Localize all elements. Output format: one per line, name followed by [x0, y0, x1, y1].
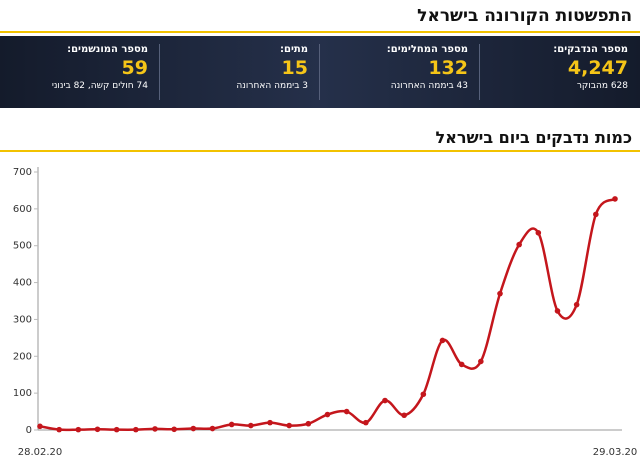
y-tick-label: 300: [13, 314, 32, 325]
stat-label: מספר המונשמים:: [67, 44, 148, 55]
point: [573, 301, 580, 308]
line: [39, 197, 616, 432]
divider: [0, 150, 640, 152]
stats-panel: מספר הנדבקים: 4,247 628 מהבוקר מספר המחלימי…: [0, 36, 640, 108]
stat-card: מתים: 15 3 ביממה האחרונה: [160, 36, 320, 108]
point: [209, 425, 216, 432]
stat-card: מספר המחלימים: 132 43 ביממה האחרונה: [320, 36, 480, 108]
stat-value: 15: [281, 57, 308, 79]
point: [401, 412, 407, 419]
point: [612, 196, 618, 202]
point: [113, 426, 120, 433]
point: [75, 426, 82, 433]
point: [152, 426, 158, 432]
point: [286, 422, 292, 429]
chart: 0 100 200 300 400 500 600 700 28.02.20 29.03.20: [13, 167, 638, 458]
point: [267, 419, 273, 426]
stat-note: 628 מהבוקר: [576, 81, 628, 91]
point: [190, 425, 197, 432]
point: [363, 419, 369, 426]
x-tick-label: 28.02.20: [18, 447, 63, 458]
point: [37, 423, 43, 430]
point: [593, 211, 599, 218]
point: [382, 397, 388, 404]
stat-note: 74 חולים קשה, 82 בינוני: [51, 81, 148, 91]
point: [133, 426, 139, 433]
point: [324, 411, 331, 418]
point: [343, 408, 350, 415]
stat-note: 3 ביממה האחרונה: [236, 81, 308, 91]
page-title: התפשטות הקורונה בישראל: [417, 6, 632, 26]
point: [171, 426, 177, 433]
stat-card: מספר הנדבקים: 4,247 628 מהבוקר: [480, 36, 640, 108]
point: [420, 391, 427, 398]
point: [248, 422, 254, 429]
stat-label: מספר המחלימים:: [386, 44, 468, 55]
point: [497, 290, 503, 297]
point: [535, 230, 542, 236]
point: [56, 426, 62, 433]
point: [516, 241, 522, 248]
point: [228, 421, 235, 428]
point: [554, 308, 561, 314]
stat-value: 59: [121, 57, 148, 79]
chart-title: כמות נדבקים ביום בישראל: [435, 128, 632, 147]
point: [458, 361, 465, 368]
point: [305, 420, 312, 427]
stat-note: 43 ביממה האחרונה: [390, 81, 468, 91]
y-tick-label: 100: [13, 388, 32, 399]
stat-card: מספר המונשמים: 59 74 חולים קשה, 82 בינוני: [0, 36, 160, 108]
y-tick-label: 500: [13, 241, 32, 252]
y-tick-label: 700: [13, 167, 32, 178]
stat-label: מספר הנדבקים:: [553, 44, 628, 55]
point: [478, 358, 484, 365]
stat-value: 132: [428, 57, 468, 79]
divider: [0, 31, 640, 33]
stat-label: מתים:: [280, 44, 308, 55]
y-tick-label: 600: [13, 204, 32, 215]
y-tick-label: 0: [26, 425, 32, 436]
y-tick-label: 400: [13, 278, 32, 289]
x-tick-label: 29.03.20: [593, 447, 638, 458]
stat-value: 4,247: [567, 57, 628, 79]
point: [94, 426, 101, 433]
point: [439, 337, 446, 344]
y-tick-label: 200: [13, 351, 32, 362]
